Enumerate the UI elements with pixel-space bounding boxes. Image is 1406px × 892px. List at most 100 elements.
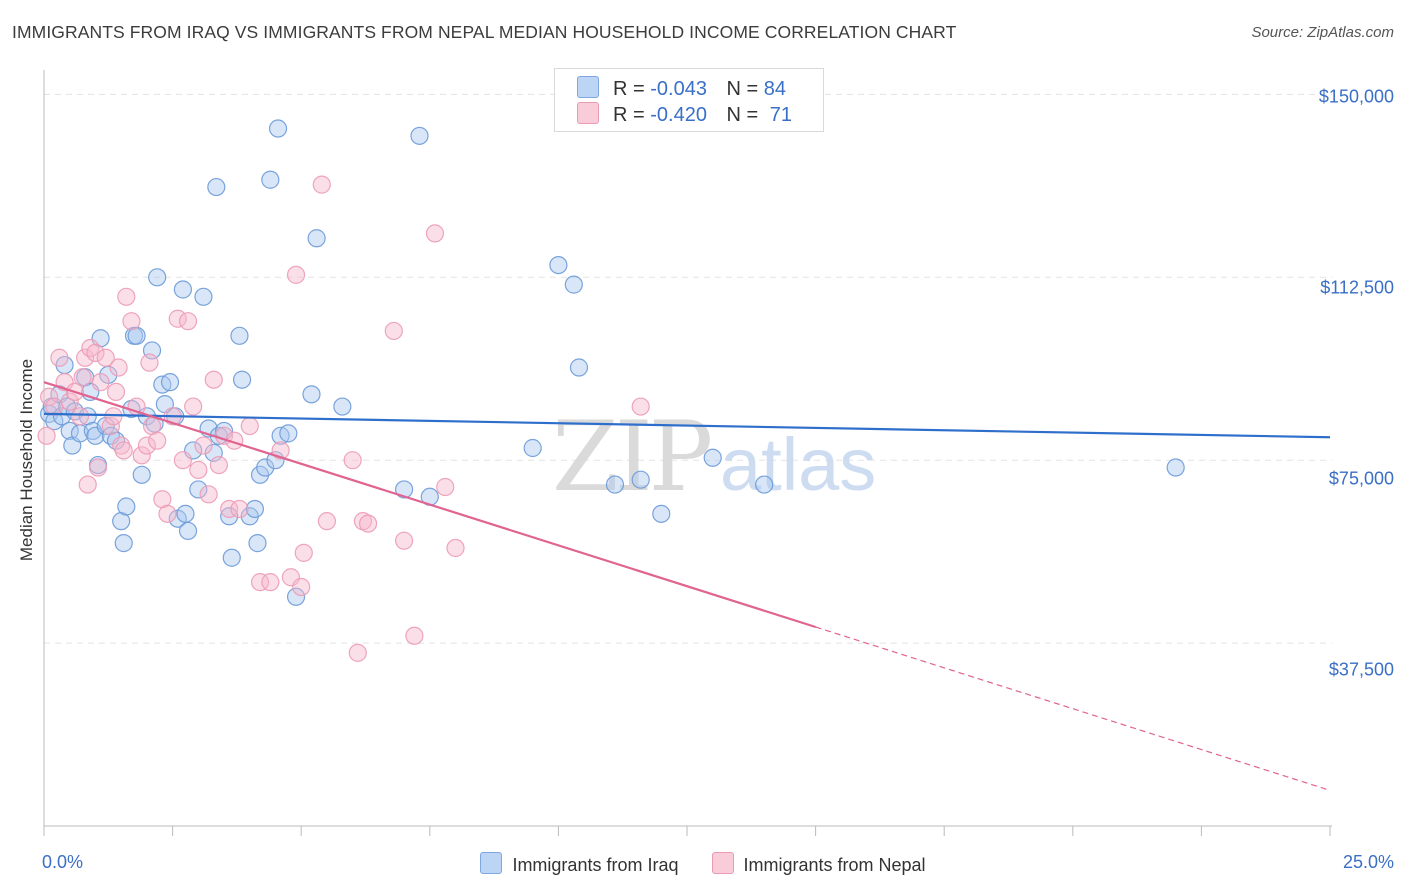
legend-nepal-r-label: R = — [613, 104, 645, 126]
y-tick-75000: $75,000 — [1328, 468, 1394, 489]
point-iraq — [222, 548, 241, 567]
point-nepal — [250, 573, 270, 592]
point-nepal — [112, 436, 131, 455]
point-nepal — [78, 475, 97, 494]
legend-item-nepal: Immigrants from Nepal — [711, 852, 926, 876]
point-nepal — [37, 426, 56, 445]
point-iraq — [176, 504, 195, 523]
point-nepal — [286, 265, 306, 284]
point-nepal — [148, 431, 167, 450]
point-iraq — [605, 475, 625, 494]
point-nepal — [106, 382, 126, 402]
point-iraq — [207, 177, 226, 197]
point-iraq — [652, 504, 671, 523]
point-nepal — [140, 353, 159, 372]
point-iraq — [410, 126, 429, 145]
legend-iraq-n-value: 84 — [763, 78, 787, 100]
point-nepal — [109, 358, 128, 377]
point-nepal — [230, 499, 249, 519]
point-nepal — [184, 397, 203, 416]
legend-label-nepal: Immigrants from Nepal — [743, 855, 926, 875]
point-iraq — [96, 416, 115, 436]
point-nepal — [158, 504, 177, 523]
point-nepal — [220, 499, 239, 519]
point-nepal — [405, 626, 424, 645]
source-label: Source: ZipAtlas.com — [1251, 24, 1394, 41]
legend-iraq-n-label: N = — [726, 78, 759, 100]
point-nepal — [60, 392, 79, 411]
x-min-label: 0.0% — [42, 852, 84, 872]
x-max-label: 25.0% — [1342, 852, 1394, 872]
legend-row-nepal: R = -0.420 N = 71 — [577, 102, 792, 127]
point-nepal — [70, 407, 90, 426]
legend-swatch-iraq — [480, 852, 503, 874]
point-iraq — [230, 326, 249, 345]
legend-nepal-r-value: -0.420 — [650, 104, 707, 126]
point-nepal — [199, 485, 218, 504]
point-nepal — [631, 397, 650, 416]
legend-iraq-r-label: R = — [613, 78, 645, 100]
point-iraq — [232, 370, 252, 389]
legend-iraq-r-value: -0.043 — [650, 78, 707, 100]
point-nepal — [76, 348, 95, 367]
point-nepal — [178, 312, 198, 331]
series-nepal-points — [37, 175, 650, 662]
point-iraq — [248, 534, 267, 553]
legend-nepal-n-value: 71 — [769, 104, 793, 126]
point-iraq — [194, 287, 213, 306]
point-nepal — [312, 175, 331, 194]
point-iraq — [117, 497, 136, 516]
point-iraq — [569, 358, 589, 377]
point-nepal — [96, 348, 115, 367]
point-nepal — [436, 477, 455, 497]
point-iraq — [160, 373, 180, 392]
point-nepal — [86, 343, 105, 362]
point-nepal — [204, 370, 223, 389]
y-tick-150000: $150,000 — [1318, 86, 1394, 107]
legend-label-iraq: Immigrants from Iraq — [512, 855, 679, 875]
chart-title: IMMIGRANTS FROM IRAQ VS IMMIGRANTS FROM … — [12, 22, 957, 42]
point-nepal — [132, 446, 151, 465]
point-nepal — [73, 368, 92, 387]
point-iraq — [703, 448, 722, 467]
point-iraq — [564, 275, 583, 294]
point-nepal — [425, 224, 445, 243]
point-nepal — [209, 455, 228, 475]
y-axis-label: Median Household Income — [17, 358, 36, 562]
point-nepal — [271, 441, 290, 460]
point-nepal — [81, 338, 100, 358]
trend-lines — [43, 381, 1331, 791]
point-iraq — [631, 470, 650, 489]
legend-swatch-nepal — [577, 102, 599, 124]
point-iraq — [286, 587, 306, 606]
point-nepal — [189, 460, 208, 480]
point-iraq — [220, 507, 239, 526]
point-iraq — [279, 424, 298, 443]
watermark: ZIP atlas — [552, 401, 876, 513]
legend-swatch-nepal — [711, 852, 734, 874]
series-legend: Immigrants from Iraq Immigrants from Nep… — [0, 852, 1406, 876]
axes — [43, 70, 1332, 836]
point-nepal — [122, 312, 141, 331]
point-iraq — [245, 499, 265, 519]
stats-legend: R = -0.043 N = 84 R = -0.420 N = 71 — [554, 68, 824, 132]
y-tick-112500: $112,500 — [1320, 277, 1394, 298]
point-iraq — [189, 480, 208, 499]
point-iraq — [394, 480, 414, 499]
point-nepal — [358, 514, 378, 533]
legend-item-iraq: Immigrants from Iraq — [480, 852, 678, 876]
trend-line-iraq — [43, 412, 1331, 439]
point-iraq — [523, 438, 542, 458]
point-iraq — [173, 280, 192, 299]
point-nepal — [348, 643, 367, 662]
point-nepal — [40, 387, 59, 406]
point-nepal — [50, 348, 69, 367]
point-nepal — [91, 373, 110, 392]
series-iraq-points — [40, 119, 1185, 606]
trend-line-nepal-extension — [815, 626, 1331, 791]
point-iraq — [178, 521, 198, 541]
point-iraq — [268, 119, 288, 138]
point-nepal — [317, 512, 337, 531]
point-iraq — [256, 458, 275, 477]
